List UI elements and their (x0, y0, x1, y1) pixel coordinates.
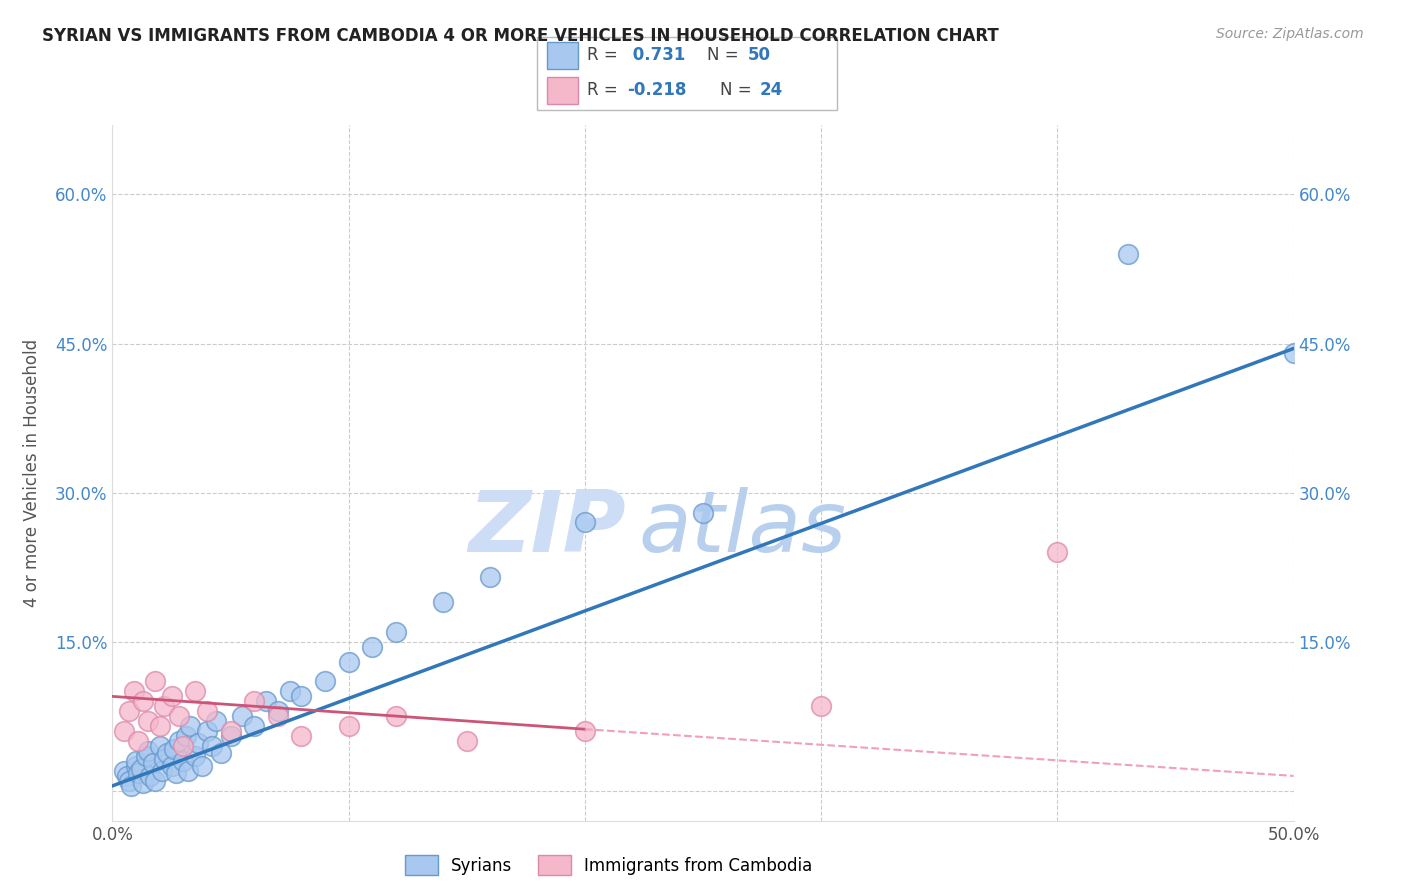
Point (267, 704, 290, 718)
Point (692, 506, 714, 520)
Point (132, 694, 155, 708)
Point (810, 699, 832, 714)
Point (184, 684, 207, 698)
Point (205, 714, 228, 729)
Point (125, 759, 148, 773)
Point (115, 769, 138, 783)
Point (129, 762, 152, 776)
Text: atlas: atlas (638, 487, 846, 570)
Point (184, 749, 207, 764)
Point (120, 779, 142, 793)
Point (254, 694, 277, 708)
Point (290, 690, 312, 704)
Point (195, 704, 218, 718)
Point (201, 739, 224, 753)
Point (432, 595, 454, 609)
Point (179, 719, 201, 733)
Point (1282, 346, 1305, 360)
Point (174, 729, 197, 743)
FancyBboxPatch shape (537, 37, 838, 110)
Point (195, 724, 218, 739)
Point (337, 655, 360, 669)
Point (172, 739, 194, 753)
Point (135, 749, 157, 764)
Text: 0.731: 0.731 (627, 46, 686, 64)
Point (219, 729, 242, 743)
Point (314, 674, 336, 689)
Point (160, 759, 183, 773)
Point (118, 773, 141, 788)
Point (149, 719, 172, 733)
Point (167, 734, 190, 748)
Point (479, 570, 502, 584)
Text: 50: 50 (748, 46, 770, 64)
Point (153, 752, 176, 766)
Point (156, 746, 179, 760)
Bar (547, 77, 578, 104)
Point (139, 769, 162, 783)
Point (112, 764, 135, 778)
Point (574, 724, 596, 739)
Point (1116, 247, 1139, 261)
Y-axis label: 4 or more Vehicles in Household: 4 or more Vehicles in Household (24, 339, 41, 607)
Point (142, 756, 165, 770)
Point (172, 754, 194, 768)
Point (177, 764, 200, 778)
Point (337, 719, 360, 733)
Point (167, 709, 190, 723)
Point (278, 684, 301, 698)
Point (243, 694, 266, 708)
Point (385, 709, 408, 723)
Text: R =: R = (586, 46, 623, 64)
Point (125, 754, 148, 768)
Text: SYRIAN VS IMMIGRANTS FROM CAMBODIA 4 OR MORE VEHICLES IN HOUSEHOLD CORRELATION C: SYRIAN VS IMMIGRANTS FROM CAMBODIA 4 OR … (42, 27, 998, 45)
Point (231, 709, 253, 723)
Point (118, 704, 141, 718)
Text: ZIP: ZIP (468, 487, 626, 570)
Text: Source: ZipAtlas.com: Source: ZipAtlas.com (1216, 27, 1364, 41)
Text: -0.218: -0.218 (627, 81, 686, 99)
Legend: Syrians, Immigrants from Cambodia: Syrians, Immigrants from Cambodia (398, 848, 820, 882)
Point (290, 729, 312, 743)
Point (267, 709, 290, 723)
Point (127, 766, 149, 780)
Point (186, 736, 208, 750)
Point (165, 766, 187, 780)
Point (149, 739, 172, 753)
Point (361, 640, 384, 654)
Text: R =: R = (586, 81, 623, 99)
Point (143, 674, 166, 689)
Point (150, 764, 173, 778)
Bar (547, 42, 578, 69)
Point (136, 744, 159, 758)
Point (112, 724, 135, 739)
Text: N =: N = (707, 46, 744, 64)
Point (160, 690, 183, 704)
Point (132, 776, 155, 790)
Point (143, 773, 166, 788)
Point (153, 699, 176, 714)
Point (1046, 545, 1069, 559)
Point (243, 719, 266, 733)
Text: 24: 24 (761, 81, 783, 99)
Text: N =: N = (720, 81, 756, 99)
Point (122, 684, 145, 698)
Point (456, 734, 478, 748)
Point (219, 724, 242, 739)
Point (385, 624, 408, 639)
Point (209, 746, 232, 760)
Point (127, 734, 149, 748)
Point (136, 714, 159, 729)
Point (163, 742, 186, 756)
Point (191, 759, 214, 773)
Point (574, 516, 596, 530)
